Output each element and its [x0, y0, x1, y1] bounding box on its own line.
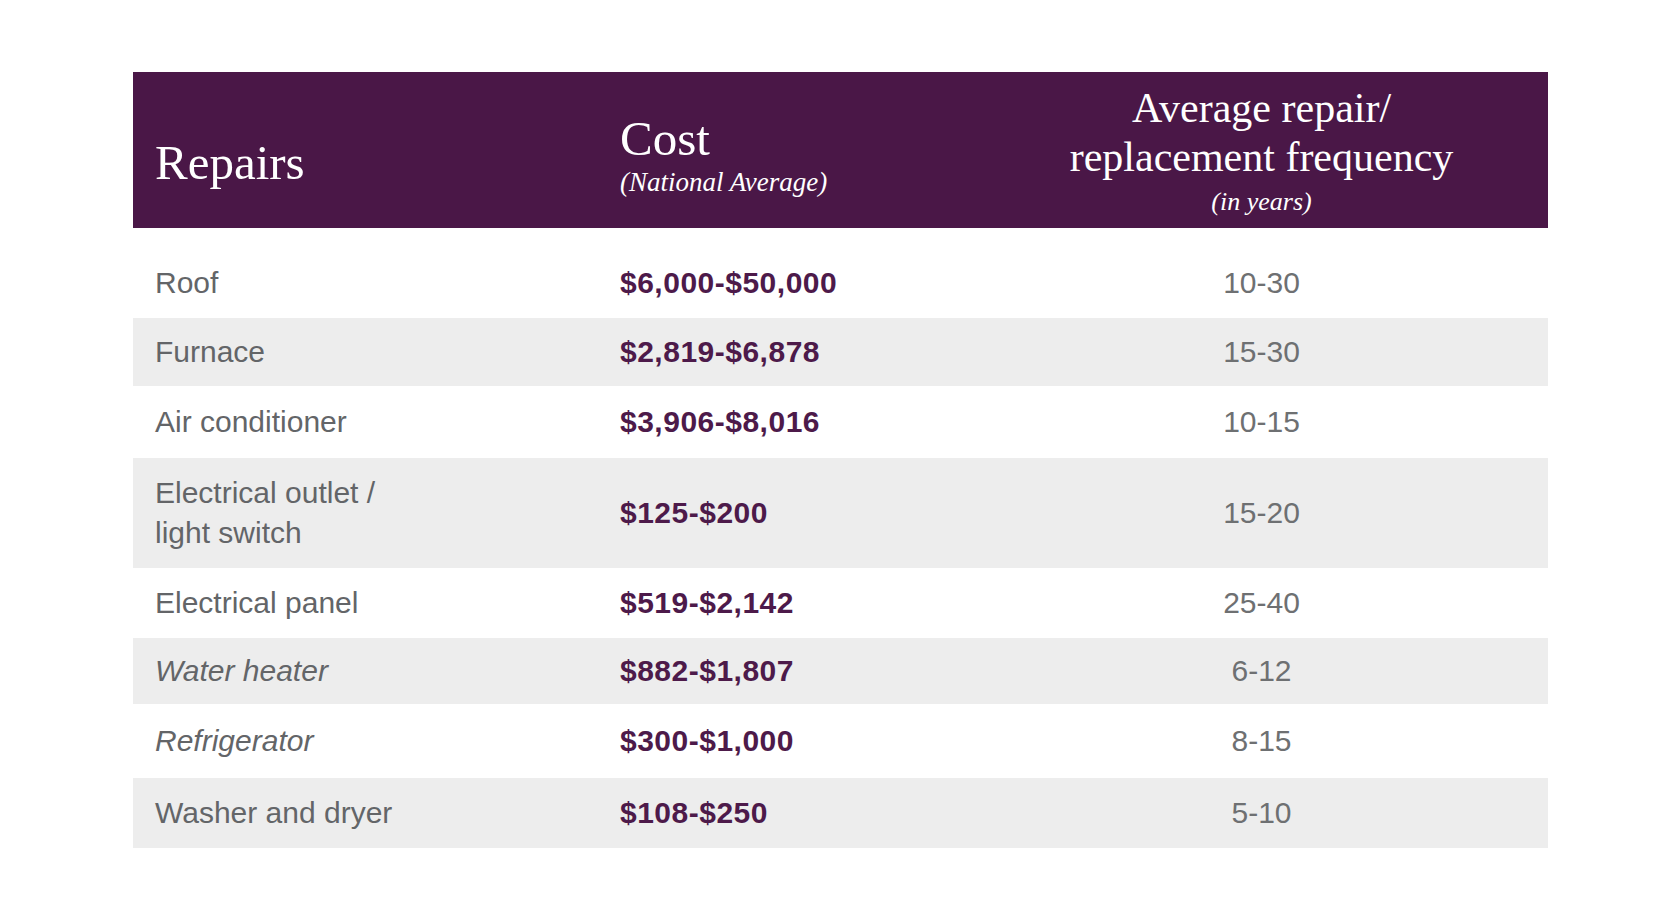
- frequency-cell: 10-15: [975, 405, 1548, 439]
- column-header-frequency: Average repair/ replacement frequency (i…: [975, 74, 1548, 230]
- cost-cell: $3,906-$8,016: [620, 405, 975, 439]
- table-row: Refrigerator $300-$1,000 8-15: [133, 704, 1548, 778]
- repair-cell: Roof: [133, 263, 620, 303]
- table-row: Furnace $2,819-$6,878 15-30: [133, 318, 1548, 386]
- table-row: Water heater $882-$1,807 6-12: [133, 638, 1548, 704]
- cost-cell: $6,000-$50,000: [620, 266, 975, 300]
- frequency-cell: 15-20: [975, 496, 1548, 530]
- repairs-header-label: Repairs: [155, 134, 620, 191]
- frequency-cell: 10-30: [975, 266, 1548, 300]
- table-row: Roof $6,000-$50,000 10-30: [133, 248, 1548, 318]
- table-row: Air conditioner $3,906-$8,016 10-15: [133, 386, 1548, 458]
- column-header-cost: Cost (National Average): [620, 78, 975, 234]
- table-row: Washer and dryer $108-$250 5-10: [133, 778, 1548, 848]
- table-header-row: Repairs Cost (National Average) Average …: [133, 72, 1548, 228]
- cost-cell: $125-$200: [620, 496, 975, 530]
- table-body: Roof $6,000-$50,000 10-30 Furnace $2,819…: [133, 248, 1548, 848]
- cost-header-subtitle: (National Average): [620, 165, 975, 199]
- frequency-cell: 6-12: [975, 654, 1548, 688]
- frequency-cell: 5-10: [975, 796, 1548, 830]
- frequency-cell: 8-15: [975, 724, 1548, 758]
- repair-cell: Electrical panel: [133, 583, 620, 623]
- cost-cell: $882-$1,807: [620, 654, 975, 688]
- table-row: Electrical outlet / light switch $125-$2…: [133, 458, 1548, 568]
- frequency-cell: 25-40: [975, 586, 1548, 620]
- column-header-repairs: Repairs: [133, 84, 620, 240]
- frequency-header-line1: Average repair/: [975, 84, 1548, 133]
- cost-header-label: Cost: [620, 113, 975, 165]
- cost-cell: $519-$2,142: [620, 586, 975, 620]
- cost-cell: $300-$1,000: [620, 724, 975, 758]
- frequency-cell: 15-30: [975, 335, 1548, 369]
- repair-cell: Refrigerator: [133, 721, 620, 761]
- cost-cell: $108-$250: [620, 796, 975, 830]
- repair-cell: Electrical outlet / light switch: [133, 473, 620, 553]
- table-row: Electrical panel $519-$2,142 25-40: [133, 568, 1548, 638]
- cost-cell: $2,819-$6,878: [620, 335, 975, 369]
- repair-cell: Washer and dryer: [133, 793, 620, 833]
- frequency-header-subtitle: (in years): [975, 184, 1548, 220]
- repair-cell: Furnace: [133, 332, 620, 372]
- repair-cell: Air conditioner: [133, 402, 620, 442]
- frequency-header-line2: replacement frequency: [975, 133, 1548, 182]
- repair-cell: Water heater: [133, 651, 620, 691]
- repair-cost-table: Repairs Cost (National Average) Average …: [133, 72, 1548, 848]
